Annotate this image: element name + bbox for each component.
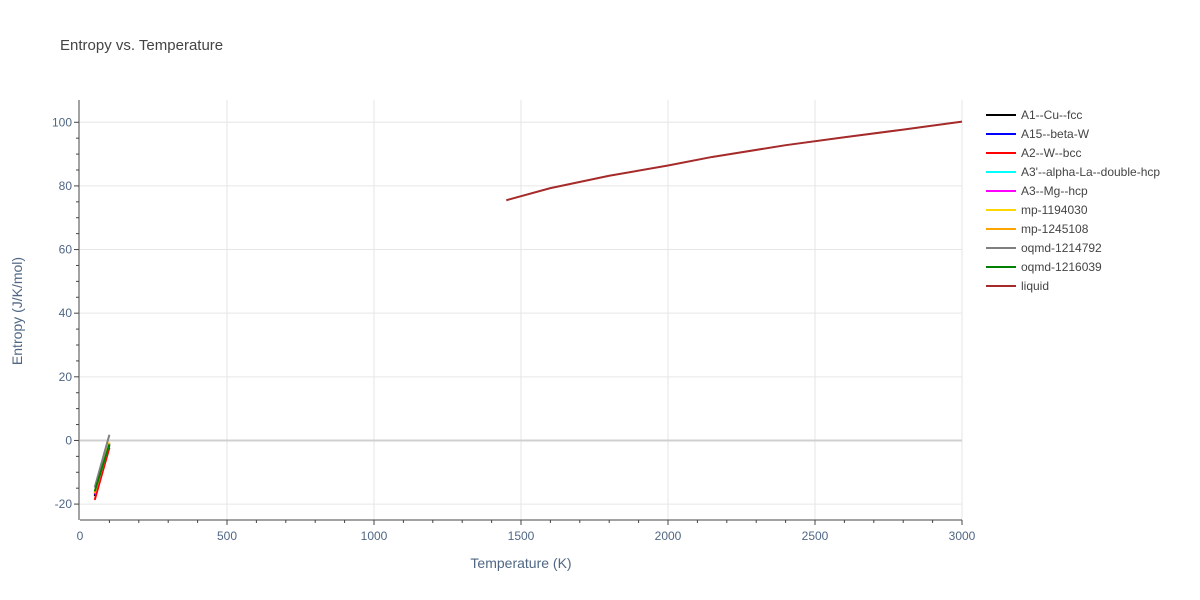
legend-item[interactable]: A15--beta-W — [986, 127, 1090, 141]
x-tick-label: 0 — [77, 529, 84, 543]
legend-label: A3--Mg--hcp — [1021, 184, 1088, 198]
y-tick-label: 0 — [65, 433, 72, 447]
x-tick-label: 2500 — [802, 529, 829, 543]
series-line-oqmd-1216039[interactable] — [93, 443, 111, 492]
x-tick-label: 2000 — [655, 529, 682, 543]
legend: A1--Cu--fcc A15--beta-W A2--W--bcc A3'--alp… — [986, 108, 1160, 293]
legend-label: A15--beta-W — [1021, 127, 1090, 141]
legend-item[interactable]: oqmd-1216039 — [986, 260, 1102, 274]
y-tick-label: 100 — [52, 115, 72, 129]
x-tick-label: 500 — [217, 529, 237, 543]
series-line-liquid[interactable] — [506, 120, 963, 202]
chart-title: Entropy vs. Temperature — [60, 37, 223, 54]
legend-label: mp-1194030 — [1021, 203, 1088, 217]
y-tick-label: 40 — [59, 306, 73, 320]
legend-label: oqmd-1214792 — [1021, 241, 1102, 255]
x-axis-title: Temperature (K) — [470, 555, 571, 571]
y-axis-title: Entropy (J/K/mol) — [9, 257, 25, 365]
legend-label: A3'--alpha-La--double-hcp — [1021, 165, 1160, 179]
legend-label: oqmd-1216039 — [1021, 260, 1102, 274]
y-tick-label: 80 — [59, 179, 73, 193]
plot-area — [93, 120, 963, 501]
legend-item[interactable]: A2--W--bcc — [986, 146, 1081, 160]
legend-label: mp-1245108 — [1021, 222, 1089, 236]
series-line-a2-w-bcc[interactable] — [93, 447, 111, 501]
legend-item[interactable]: A3'--alpha-La--double-hcp — [986, 165, 1160, 179]
legend-label: A2--W--bcc — [1021, 146, 1081, 160]
series-line-oqmd-1214792[interactable] — [93, 434, 111, 488]
legend-item[interactable]: mp-1194030 — [986, 203, 1088, 217]
legend-item[interactable]: A3--Mg--hcp — [986, 184, 1088, 198]
axes: 0 500 1000 1500 2000 2500 3000 -20 0 20 40 60 80 100 — [52, 100, 976, 543]
grid — [80, 100, 963, 520]
legend-label: A1--Cu--fcc — [1021, 108, 1082, 122]
legend-label: liquid — [1021, 279, 1049, 293]
legend-item[interactable]: oqmd-1214792 — [986, 241, 1102, 255]
x-tick-label: 3000 — [949, 529, 976, 543]
x-tick-label: 1500 — [508, 529, 535, 543]
legend-item[interactable]: mp-1245108 — [986, 222, 1089, 236]
y-tick-label: 60 — [59, 243, 73, 257]
y-tick-label: 20 — [59, 370, 73, 384]
y-tick-label: -20 — [55, 497, 73, 511]
x-tick-label: 1000 — [361, 529, 388, 543]
legend-item[interactable]: A1--Cu--fcc — [986, 108, 1082, 122]
legend-item[interactable]: liquid — [986, 279, 1049, 293]
